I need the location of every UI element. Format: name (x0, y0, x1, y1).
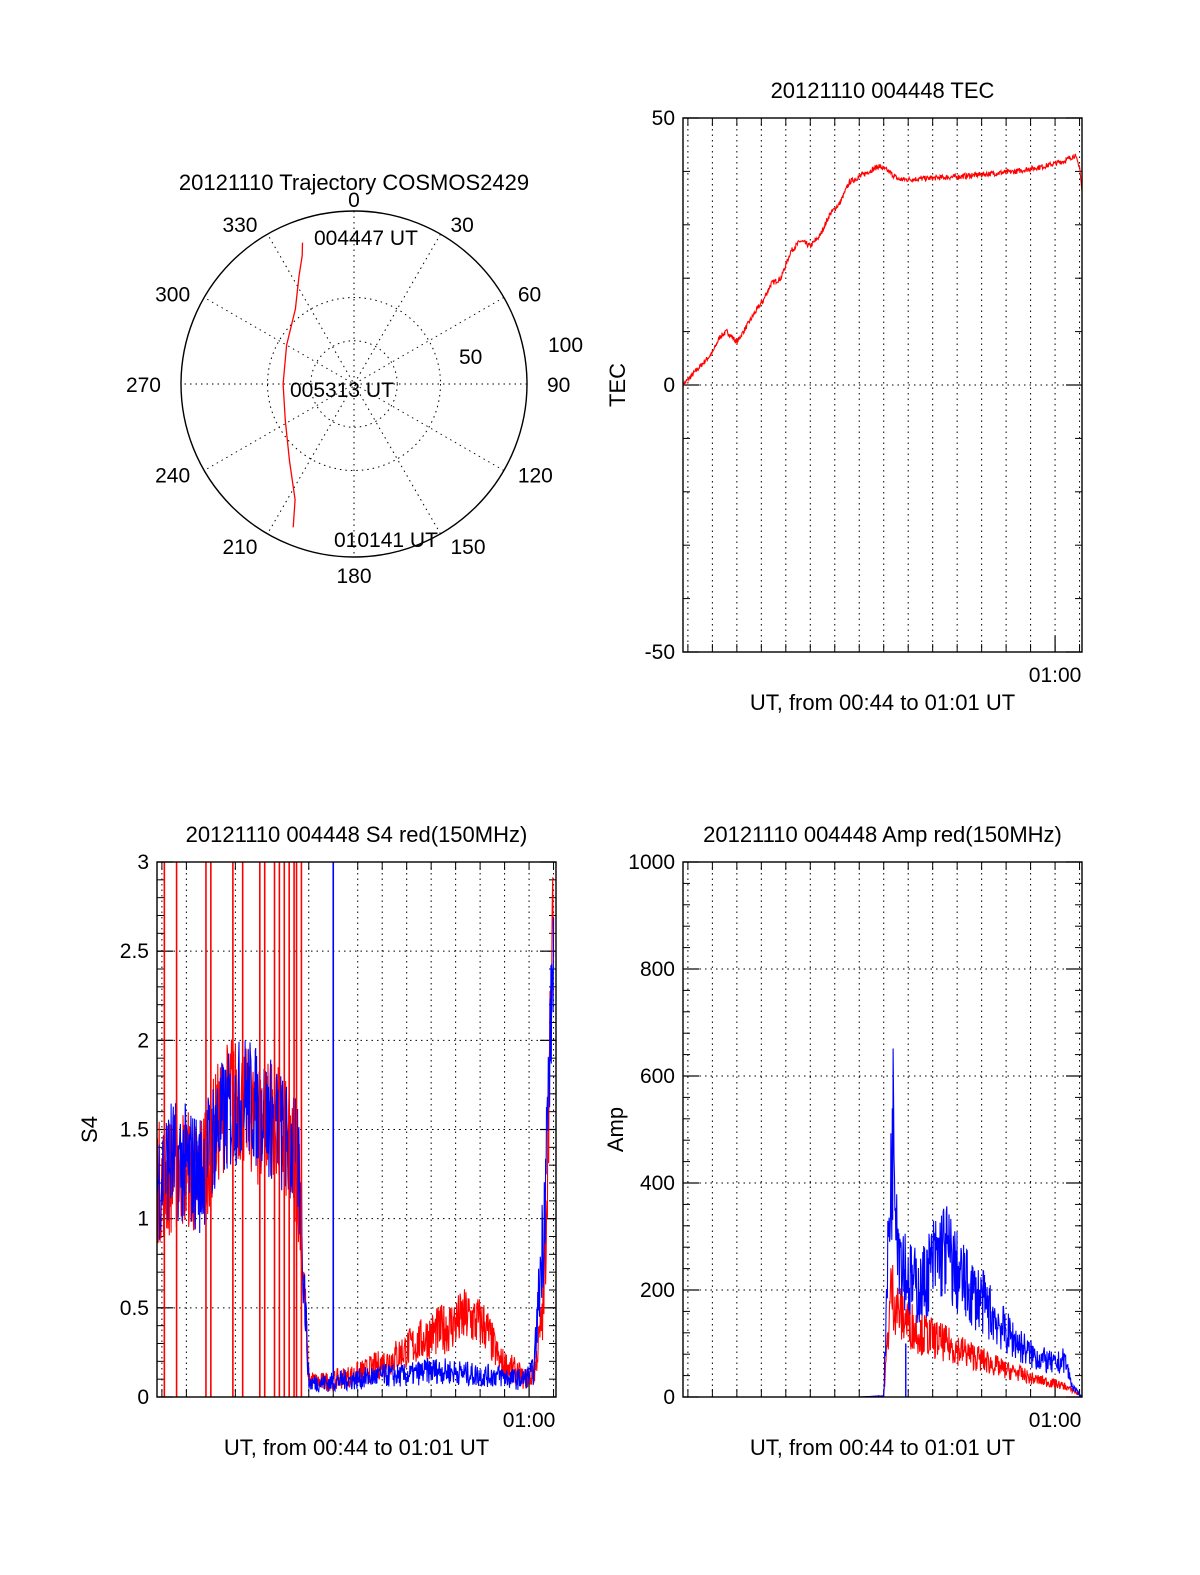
amp-x-axis-label: UT, from 00:44 to 01:01 UT (750, 1435, 1015, 1460)
amp-y-tick-label: 200 (640, 1279, 675, 1302)
amp-y-tick-label: 1000 (628, 851, 675, 874)
polar-angle-label: 150 (451, 536, 486, 559)
s4-y-tick-label: 2 (137, 1029, 149, 1052)
tec-y-tick-label: 0 (663, 374, 675, 397)
s4-y-axis-label: S4 (77, 1116, 102, 1143)
polar-angle-label: 60 (518, 284, 541, 307)
polar-angle-label: 90 (547, 374, 570, 397)
polar-angle-label: 120 (518, 465, 553, 488)
amp-y-axis-label: Amp (603, 1107, 628, 1152)
polar-radial-label: 100 (548, 334, 583, 357)
polar-radial-label: 50 (459, 346, 482, 369)
polar-angle-label: 0 (348, 189, 360, 212)
s4-y-tick-label: 0.5 (120, 1297, 149, 1320)
figure-page: 20121110 Trajectory COSMOS2429 0 30 60 90 120… (0, 0, 1200, 1575)
polar-angle-label: 240 (155, 465, 190, 488)
s4-x-axis-label: UT, from 00:44 to 01:01 UT (224, 1435, 489, 1460)
trajectory-time-annotation: 010141 UT (334, 529, 438, 552)
tec-x-axis-label: UT, from 00:44 to 01:01 UT (750, 690, 1015, 715)
tec-y-axis-label: TEC (605, 363, 630, 407)
amp-series-red (683, 1265, 1082, 1397)
amp-title: 20121110 004448 Amp red(150MHz) (703, 822, 1062, 847)
s4-y-tick-label: 3 (137, 851, 149, 874)
amp-x-tick-label: 01:00 (1029, 1409, 1082, 1432)
s4-x-tick-label: 01:00 (503, 1409, 556, 1432)
amp-y-tick-label: 800 (640, 958, 675, 981)
amp-series-blue (683, 1049, 1082, 1398)
polar-angle-label: 210 (222, 536, 257, 559)
trajectory-time-annotation: 004447 UT (314, 227, 418, 250)
polar-angle-label: 270 (126, 374, 161, 397)
polar-angle-label: 300 (155, 284, 190, 307)
s4-y-tick-label: 1.5 (120, 1119, 149, 1142)
trajectory-time-annotation: 005313 UT (290, 379, 394, 402)
s4-y-tick-label: 0 (137, 1386, 149, 1409)
amp-y-tick-label: 400 (640, 1172, 675, 1195)
polar-angle-label: 30 (451, 214, 474, 237)
amp-y-tick-label: 600 (640, 1065, 675, 1088)
tec-y-tick-label: 50 (652, 107, 675, 130)
tec-title: 20121110 004448 TEC (771, 78, 995, 103)
figure-canvas: 20121110 Trajectory COSMOS24290306090120… (0, 0, 1200, 1575)
polar-angle-label: 330 (222, 214, 257, 237)
tec-series-red (683, 154, 1082, 387)
amp-plot-frame (683, 862, 1082, 1397)
tec-x-tick-label: 01:00 (1029, 664, 1082, 687)
s4-y-tick-label: 2.5 (120, 940, 149, 963)
tec-y-tick-label: -50 (645, 641, 675, 664)
polar-angle-label: 180 (336, 565, 371, 588)
s4-y-tick-label: 1 (137, 1208, 149, 1231)
s4-title: 20121110 004448 S4 red(150MHz) (186, 822, 528, 847)
amp-y-tick-label: 0 (663, 1386, 675, 1409)
